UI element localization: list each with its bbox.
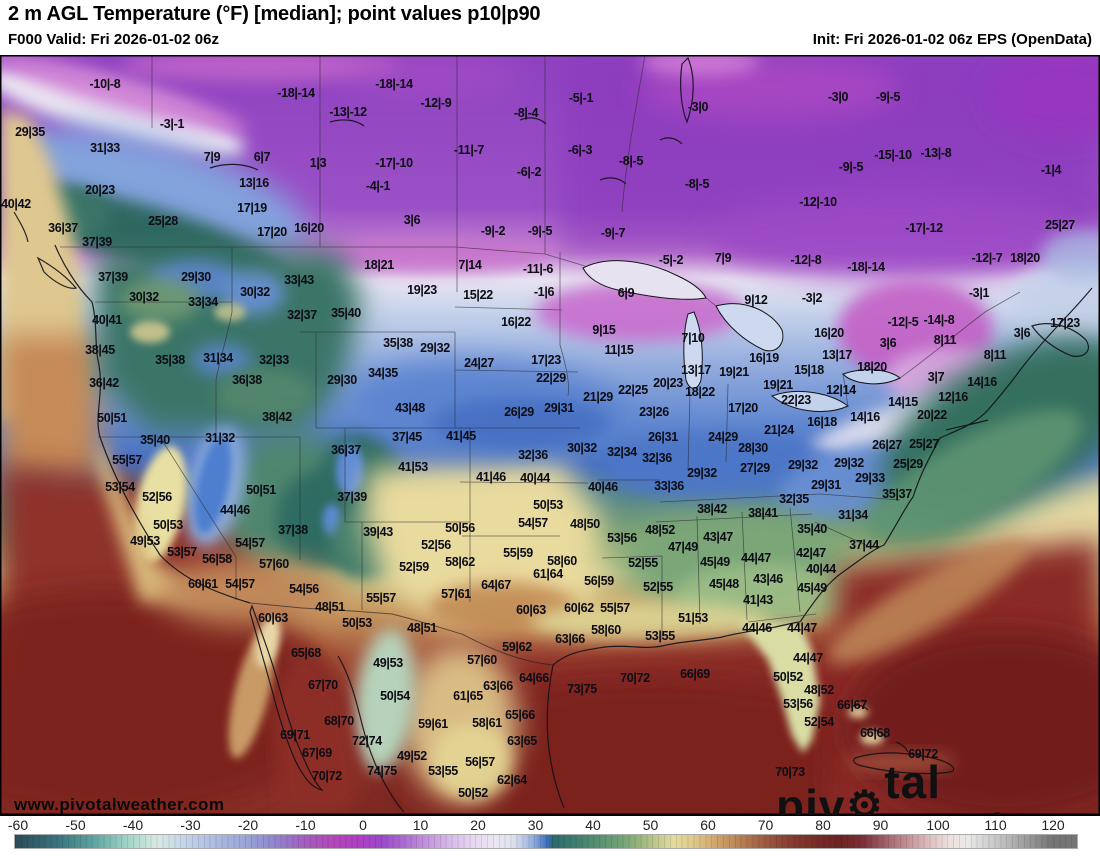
colorbar-panel: -60 -50 -40 -30 -20 -10 0 10 20 30 40 50 60 70 80 90 100… <box>0 815 1100 850</box>
map-title: 2 m AGL Temperature (°F) [median]; point… <box>8 3 541 25</box>
colorbar-tick: 30 <box>527 817 544 833</box>
colorbar-tick: 100 <box>926 817 950 833</box>
colorbar-tick: -50 <box>65 817 86 833</box>
valid-time: F000 Valid: Fri 2026-01-02 06z <box>8 31 219 48</box>
init-time: Init: Fri 2026-01-02 06z EPS (OpenData) <box>812 31 1092 48</box>
colorbar-tick: 60 <box>700 817 716 833</box>
coastlines <box>13 56 1093 813</box>
colorbar-gradient <box>14 834 1078 849</box>
header: 2 m AGL Temperature (°F) [median]; point… <box>0 0 1100 55</box>
colorbar-tick: -60 <box>7 817 29 833</box>
colorbar-tick: 50 <box>642 817 659 833</box>
colorbar-tick: 70 <box>757 817 774 833</box>
map-frame <box>0 55 1100 815</box>
colorbar-ticks: -60 -50 -40 -30 -20 -10 0 10 20 30 40 50 60 70 80 90 100… <box>0 817 1100 833</box>
colorbar-tick: 0 <box>359 817 367 833</box>
colorbar-tick: 40 <box>585 817 601 833</box>
state-borders <box>60 55 1021 666</box>
colorbar-tick: 90 <box>872 817 889 833</box>
url-watermark: www.pivotalweather.com <box>14 795 225 814</box>
colorbar-tick: 80 <box>815 817 831 833</box>
temperature-field <box>0 55 1100 815</box>
colorbar-tick: 110 <box>984 817 1007 833</box>
colorbar-tick: -20 <box>237 817 259 833</box>
colorbar-tick: -30 <box>180 817 201 833</box>
colorbar-tick: -40 <box>122 817 144 833</box>
colorbar-tick: 10 <box>412 817 429 833</box>
map-canvas <box>0 55 1100 815</box>
colorbar-tick: -10 <box>295 817 316 833</box>
great-lakes <box>582 260 901 412</box>
colorbar-tick: 20 <box>470 817 486 833</box>
colorbar-tick: 120 <box>1041 817 1065 833</box>
